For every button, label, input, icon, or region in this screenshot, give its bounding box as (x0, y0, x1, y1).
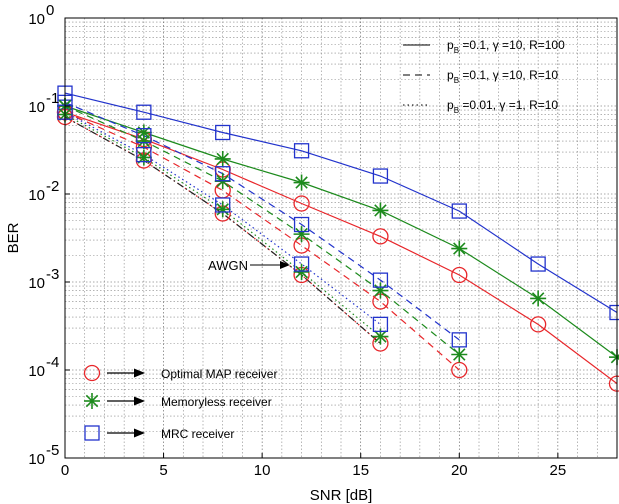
data-point-memoryless (293, 174, 310, 191)
legend-arrow-head (134, 396, 145, 406)
data-point-mrc (372, 316, 389, 333)
legend-style-label: pB =0.1, γ =10, R=10 (447, 68, 558, 85)
legend-marker-circle (83, 364, 101, 382)
y-tick-exponent: -4 (46, 354, 59, 371)
data-point-mrc (451, 332, 467, 348)
x-tick-label: 10 (254, 462, 271, 479)
series-line-map-dashed (64, 111, 460, 371)
series-line-memoryless-dotted (64, 113, 381, 337)
legend-style-label: pB =0.01, γ =1, R=10 (447, 98, 558, 115)
y-tick-label: 10 (28, 451, 45, 468)
data-point-mrc (215, 124, 231, 141)
x-tick-label: 15 (352, 462, 369, 479)
x-tick-label: 5 (159, 462, 167, 479)
data-point-memoryless-stroke (374, 204, 387, 217)
legend-receivers: Optimal MAP receiver Memoryless receiver M… (83, 364, 277, 441)
data-point-memoryless (214, 201, 231, 218)
data-point-mrc (372, 168, 389, 184)
series-line-mrc-dashed (64, 101, 460, 341)
plot-frame (64, 17, 618, 459)
data-point-memoryless (530, 290, 547, 307)
y-tick-label: 10 (28, 363, 45, 380)
legend-marker-star (84, 393, 100, 409)
data-point-memoryless (135, 149, 152, 166)
y-tick-label: 10 (28, 99, 45, 116)
y-tick-label: 10 (28, 187, 45, 204)
data-point-map (451, 266, 468, 284)
data-point-memoryless (293, 263, 310, 280)
data-point-memoryless-stroke (295, 176, 308, 189)
data-point-memoryless (372, 202, 389, 219)
data-point-memoryless-stroke (453, 242, 466, 255)
data-point-mrc (372, 272, 389, 288)
data-point-mrc (293, 143, 310, 159)
data-point-mrc (530, 256, 546, 272)
data-point-mrc (215, 166, 231, 182)
data-point-memoryless-stroke (295, 227, 308, 241)
data-point-mrc (136, 104, 152, 120)
y-tick-label: 10 (28, 275, 45, 292)
data-point-mrc (451, 203, 467, 219)
series-line-map-solid (64, 111, 618, 385)
y-tick-exponent: -3 (46, 266, 59, 283)
x-tick-label: 25 (550, 462, 567, 479)
data-point-map (372, 228, 389, 245)
series-line-memoryless-dashed (64, 105, 460, 355)
series-line-memoryless-solid (64, 105, 618, 358)
legend-style-label: pB =0.1, γ =10, R=100 (447, 38, 565, 55)
data-point-map (293, 195, 310, 212)
data-point-memoryless (293, 226, 310, 243)
data-point-memoryless-stroke (216, 152, 229, 166)
legend-receiver-label: MRC receiver (161, 427, 234, 441)
data-point-memoryless (372, 282, 389, 299)
awgn-label: AWGN (208, 258, 248, 273)
y-tick-exponent: -1 (46, 90, 59, 107)
legend-receiver-label: Optimal MAP receiver (161, 367, 277, 381)
data-point-memoryless (135, 133, 152, 150)
legend-receiver-label: Memoryless receiver (161, 395, 272, 409)
series-line-mrc-solid (64, 92, 618, 314)
data-point-mrc (136, 147, 152, 163)
grid (64, 18, 618, 459)
data-point-memoryless (451, 240, 468, 257)
legend-marker-square (84, 425, 100, 441)
legend-arrow-head (134, 368, 145, 378)
data-point-map (529, 316, 547, 333)
data-point-memoryless (214, 150, 231, 167)
awgn-annotation: AWGN (208, 258, 290, 273)
x-axis-label: SNR [dB] (310, 487, 373, 504)
data-point-mrc (136, 128, 152, 144)
x-tick-label: 0 (61, 462, 69, 479)
data-point-memoryless (451, 346, 468, 363)
legend-line-styles: pB =0.1, γ =10, R=100 pB =0.1, γ =10, R=1… (403, 38, 565, 115)
y-axis-label: BER (5, 222, 22, 253)
data-point-memoryless-stroke (453, 348, 466, 361)
series-line-mrc-dotted (64, 111, 381, 325)
data-point-memoryless-stroke (374, 330, 387, 343)
data-point-mrc (293, 216, 310, 233)
awgn-arrow-head (280, 261, 290, 269)
markers-layer (56, 85, 619, 392)
data-point-mrc (215, 197, 231, 213)
legend-marker-star-stroke (85, 394, 99, 408)
y-tick-exponent: -2 (46, 178, 59, 195)
y-tick-exponent: 0 (46, 2, 54, 19)
data-point-memoryless-stroke (531, 292, 545, 305)
data-point-memoryless-stroke (216, 203, 229, 216)
legend-arrow-head (134, 428, 145, 438)
data-point-mrc (293, 256, 310, 272)
data-point-memoryless-stroke (295, 265, 308, 279)
x-tick-label: 20 (451, 462, 468, 479)
data-point-memoryless-stroke (137, 134, 151, 148)
y-tick-label: 10 (28, 11, 45, 28)
y-tick-exponent: -5 (46, 442, 59, 459)
